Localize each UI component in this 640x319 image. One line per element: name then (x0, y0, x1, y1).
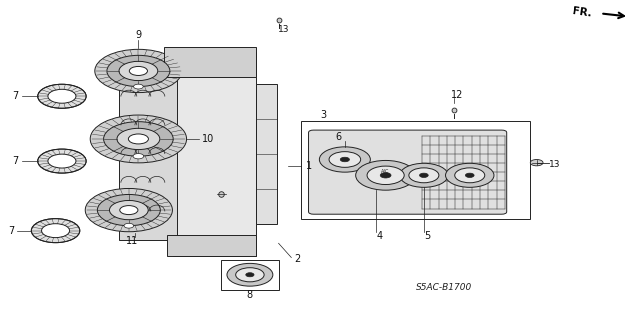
Text: A/C: A/C (381, 169, 390, 174)
Circle shape (329, 152, 361, 167)
Text: FR.: FR. (572, 6, 592, 19)
Circle shape (119, 61, 158, 81)
Text: 7: 7 (8, 226, 14, 236)
Text: 3: 3 (320, 110, 326, 120)
Circle shape (104, 122, 173, 156)
Text: 7: 7 (12, 156, 19, 166)
Text: 11: 11 (126, 236, 138, 246)
Circle shape (31, 219, 80, 243)
Circle shape (134, 84, 143, 89)
Circle shape (380, 173, 391, 178)
Circle shape (95, 49, 182, 93)
Circle shape (129, 66, 147, 76)
Circle shape (129, 134, 148, 144)
Text: 13: 13 (278, 25, 289, 34)
Circle shape (419, 173, 428, 177)
Text: 5: 5 (424, 231, 430, 241)
Circle shape (124, 223, 134, 228)
Circle shape (367, 166, 404, 184)
Text: 6: 6 (335, 132, 342, 142)
Text: 13: 13 (548, 160, 560, 169)
Circle shape (356, 160, 415, 190)
Circle shape (97, 195, 160, 226)
Circle shape (227, 263, 273, 286)
Circle shape (90, 115, 187, 163)
Text: 2: 2 (294, 254, 301, 264)
FancyBboxPatch shape (173, 52, 256, 256)
Text: 1: 1 (305, 161, 312, 171)
Circle shape (455, 168, 484, 183)
Circle shape (85, 189, 172, 232)
Circle shape (109, 200, 148, 220)
Circle shape (133, 153, 144, 159)
Circle shape (319, 147, 371, 172)
Circle shape (48, 154, 76, 168)
Text: 12: 12 (451, 90, 463, 100)
Circle shape (445, 163, 494, 187)
FancyBboxPatch shape (119, 68, 177, 240)
Circle shape (236, 268, 264, 282)
FancyBboxPatch shape (164, 47, 256, 77)
Circle shape (38, 84, 86, 108)
Text: 7: 7 (12, 91, 19, 101)
Text: 9: 9 (135, 30, 141, 40)
Text: 10: 10 (202, 134, 214, 144)
Circle shape (42, 224, 70, 238)
Text: 4: 4 (376, 231, 382, 241)
Polygon shape (256, 84, 276, 224)
Text: S5AC-B1700: S5AC-B1700 (416, 283, 472, 292)
Circle shape (399, 163, 448, 187)
Text: 8: 8 (247, 291, 253, 300)
Circle shape (107, 55, 170, 86)
Circle shape (48, 89, 76, 103)
Circle shape (117, 128, 160, 150)
Circle shape (409, 168, 439, 183)
Circle shape (120, 205, 138, 215)
FancyBboxPatch shape (308, 130, 507, 214)
FancyBboxPatch shape (167, 235, 256, 256)
Circle shape (38, 149, 86, 173)
Circle shape (531, 160, 543, 166)
Circle shape (340, 157, 349, 162)
Circle shape (465, 173, 474, 177)
Circle shape (246, 273, 254, 277)
